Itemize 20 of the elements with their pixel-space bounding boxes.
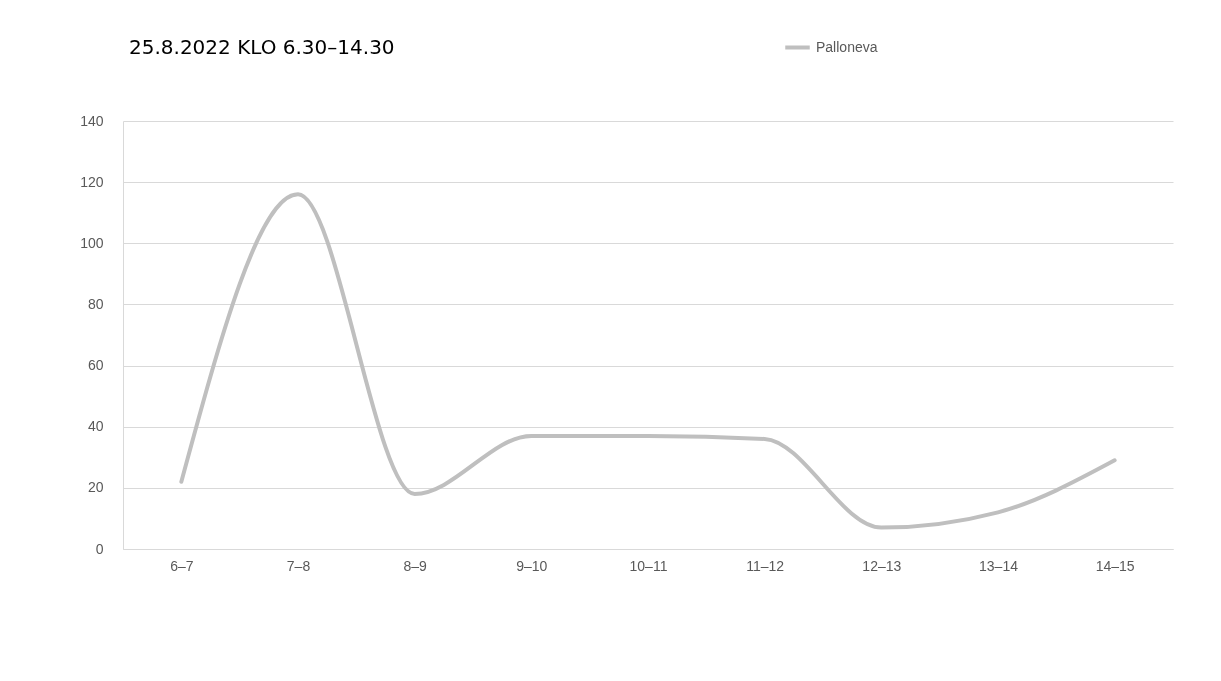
x-tick-label: 10–11 [629, 557, 668, 574]
y-tick-label: 0 [95, 540, 104, 557]
x-tick-label: 7–8 [286, 557, 311, 574]
x-tick-label: 14–15 [1095, 557, 1135, 574]
x-tick-label: 8–9 [403, 557, 428, 574]
x-tick-label: 11–12 [746, 557, 785, 574]
line-series [179, 192, 1117, 530]
y-tick-label: 140 [80, 112, 104, 129]
legend-label: Palloneva [816, 38, 878, 55]
y-tick-label: 100 [80, 234, 104, 251]
y-tick-label: 40 [87, 418, 104, 435]
y-tick-label: 120 [80, 173, 104, 190]
y-tick-label: 60 [87, 357, 104, 374]
y-tick-label: 20 [87, 479, 104, 496]
x-tick-label: 9–10 [516, 557, 548, 574]
x-tick-label: 6–7 [170, 557, 194, 574]
chart-title: 25.8.2022 KLO 6.30–14.30 [129, 35, 395, 59]
y-tick-label: 80 [87, 295, 104, 312]
x-tick-label: 13–14 [979, 557, 1019, 574]
x-tick-label: 12–13 [862, 557, 902, 574]
